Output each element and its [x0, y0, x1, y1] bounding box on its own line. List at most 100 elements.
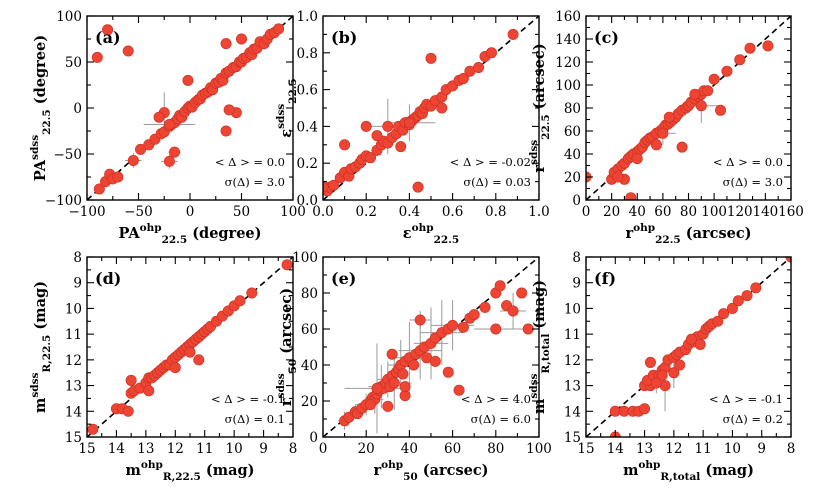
- data-point: [339, 139, 351, 151]
- x-tick-label: 20: [358, 441, 375, 457]
- x-tick-label: 80: [487, 441, 504, 457]
- x-tick-label: 14: [108, 441, 125, 457]
- y-axis-label-base: r: [278, 398, 295, 406]
- x-axis-label-unit: (mag): [700, 462, 754, 479]
- panel-b: 0.0 0.2 0.4 0.6 0.8 1.0 0.0 0.2 0.4 0.6 0.8 1.0 (b) <…: [275, 9, 550, 246]
- x-tick-label: 40: [401, 441, 418, 457]
- data-point: [744, 42, 756, 54]
- y-axis-label-base: r: [531, 165, 548, 173]
- x-axis-label-base: PA: [118, 225, 140, 242]
- data-point: [273, 23, 285, 35]
- data-point: [328, 179, 340, 191]
- panel-label: (c): [594, 28, 619, 47]
- y-tick-label: 1.0: [297, 9, 318, 25]
- data-point: [650, 139, 662, 151]
- data-point: [163, 155, 175, 167]
- x-tick-label: 0: [186, 204, 195, 220]
- mean-delta-label: < Δ > = 4.0: [461, 392, 531, 406]
- y-axis-label: εsdss22.5: [275, 78, 299, 137]
- y-axis-label-unit: (degree): [32, 35, 49, 109]
- y-tick-label: 0: [572, 193, 581, 209]
- x-axis-label-sup: ohp: [412, 222, 434, 234]
- data-point: [436, 102, 448, 114]
- data-point: [403, 117, 415, 129]
- x-axis-label-base: m: [126, 462, 142, 479]
- x-tick-label: 0: [582, 204, 591, 220]
- x-axis-label-base: m: [623, 462, 639, 479]
- x-tick-label: 9: [757, 441, 766, 457]
- mean-delta-label: < Δ > = -0.1: [709, 392, 783, 406]
- y-axis-label: msdssR,22.5 (mag): [29, 281, 53, 413]
- data-point: [750, 282, 762, 294]
- data-point: [135, 143, 147, 155]
- data-point: [122, 405, 134, 417]
- panel-label: (b): [331, 28, 357, 47]
- y-tick-label: 12: [564, 353, 581, 369]
- data-point: [281, 259, 293, 271]
- x-tick-label: 160: [778, 204, 804, 220]
- data-point: [223, 104, 235, 116]
- y-axis-label-unit: (arcsec): [531, 43, 548, 114]
- data-point: [112, 171, 124, 183]
- x-axis-label: mohpR,22.5 (mag): [126, 459, 255, 483]
- data-point: [184, 346, 196, 358]
- data-point: [386, 348, 398, 360]
- panel-e-data: [323, 257, 539, 437]
- data-point: [468, 309, 480, 321]
- y-axis-label-sub: 22.5: [540, 114, 552, 140]
- mean-delta-label: < Δ > = 0.0: [713, 155, 783, 169]
- y-tick-label: 100: [292, 250, 318, 266]
- data-point: [397, 368, 409, 380]
- data-point: [365, 152, 377, 164]
- y-tick-label: 100: [56, 9, 82, 25]
- x-tick-label: 50: [233, 204, 250, 220]
- data-point: [668, 367, 680, 379]
- data-point: [163, 119, 175, 131]
- data-point: [516, 287, 528, 299]
- mean-delta-label: < Δ > = -0.1: [211, 392, 285, 406]
- y-tick-label: 0: [73, 101, 82, 117]
- x-tick-label: 1.0: [528, 204, 549, 220]
- y-tick-label: 0.6: [297, 83, 318, 99]
- data-point: [715, 104, 727, 116]
- data-point: [650, 377, 662, 389]
- panel-a: −100 −50 0 50 100 −100 −50 0 50 100 (a) < Δ > = 0.0…: [29, 9, 306, 246]
- data-point: [246, 287, 258, 299]
- data-point: [408, 359, 420, 371]
- x-tick-label: 40: [629, 204, 646, 220]
- y-axis-label-unit: (mag): [32, 281, 49, 335]
- mean-delta-label: < Δ > = 0.0: [215, 155, 285, 169]
- panel-label: (a): [95, 28, 121, 47]
- data-point: [169, 362, 181, 374]
- x-axis-label-unit: (arcsec): [418, 462, 489, 479]
- x-axis-label-sub: 22.5: [434, 234, 460, 246]
- sigma-delta-label: σ(Δ) = 0.2: [723, 412, 783, 426]
- y-axis-label-sup: sdss: [528, 140, 540, 165]
- x-tick-label: 14: [607, 441, 624, 457]
- data-point: [625, 192, 637, 200]
- y-tick-label: 13: [65, 379, 82, 395]
- x-axis-label-unit: (arcsec): [681, 225, 752, 242]
- data-point: [236, 33, 248, 45]
- panel-c: 0 20 40 60 80 100 120 140 1600204060801001201401…: [528, 9, 804, 246]
- x-tick-label: 0.2: [355, 204, 376, 220]
- data-point: [412, 181, 424, 193]
- data-point: [442, 366, 454, 378]
- x-tick-label: −100: [68, 204, 105, 220]
- sigma-delta-label: σ(Δ) = 3.0: [723, 175, 783, 189]
- y-tick-label: 11: [65, 327, 82, 343]
- data-point: [494, 280, 506, 292]
- x-tick-label: 9: [259, 441, 268, 457]
- sigma-delta-label: σ(Δ) = 0.1: [225, 412, 285, 426]
- y-axis-label-sub: 50: [287, 359, 299, 374]
- x-axis-label-base: ε: [403, 225, 412, 242]
- x-axis-label-sub: 22.5: [162, 234, 188, 246]
- y-axis-label-base: ε: [278, 129, 295, 138]
- y-tick-label: 140: [555, 32, 581, 48]
- panel-e: 0 20 40 60 80 100 0 20 40 60 80 100 (e) < Δ > = 4.0 σ(…: [275, 250, 552, 483]
- data-point: [125, 374, 137, 386]
- x-axis-label-sup: ohp: [141, 459, 163, 471]
- x-axis-label-unit: (mag): [201, 462, 255, 479]
- x-axis-label-sub: R,22.5: [163, 471, 201, 483]
- mean-delta-label: < Δ > = -0.02: [450, 155, 531, 169]
